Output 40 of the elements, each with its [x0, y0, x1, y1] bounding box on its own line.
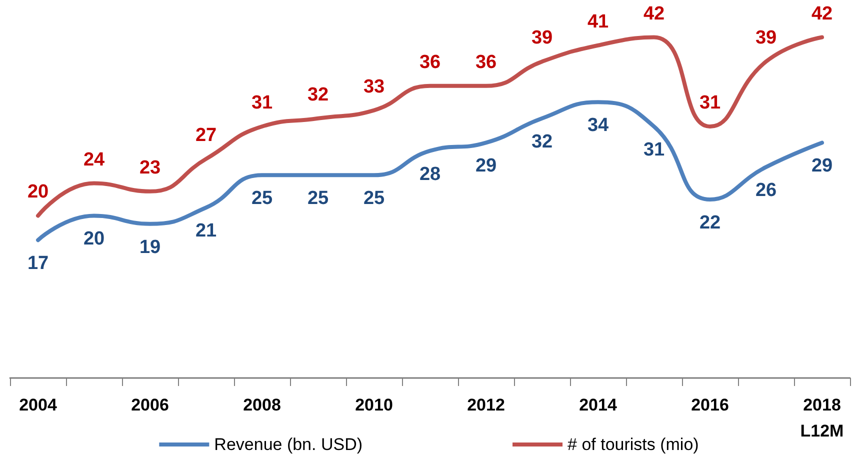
legend-label: Revenue (bn. USD) — [214, 435, 363, 454]
legend-label: # of tourists (mio) — [568, 435, 699, 454]
data-label: 25 — [363, 188, 385, 210]
data-label: 34 — [587, 115, 609, 136]
x-tick-label: 2016 — [691, 396, 729, 414]
data-label: 39 — [755, 28, 777, 49]
data-label: 29 — [475, 156, 497, 177]
x-tick-label: 2006 — [131, 396, 169, 414]
data-label: 32 — [531, 131, 553, 152]
data-label: 39 — [531, 28, 553, 49]
data-label: 25 — [251, 188, 273, 210]
data-label: 28 — [419, 164, 441, 185]
x-tick-label: 2010 — [355, 396, 393, 414]
data-label: 31 — [251, 92, 273, 114]
data-label: 42 — [643, 3, 665, 24]
data-label: 23 — [139, 157, 161, 178]
x-tick-label: 2018 L12M — [800, 396, 844, 440]
data-label: 26 — [755, 180, 777, 202]
data-label: 19 — [139, 236, 161, 258]
x-tick-label: 2014 — [579, 396, 618, 414]
data-label: 20 — [83, 228, 105, 250]
data-label: 36 — [419, 52, 441, 73]
data-label: 33 — [363, 76, 385, 98]
data-label: 27 — [195, 124, 217, 146]
data-label: 25 — [307, 188, 329, 210]
data-label: 17 — [27, 253, 49, 274]
data-label: 29 — [811, 156, 833, 177]
data-label: 20 — [27, 182, 49, 203]
data-label: 36 — [475, 52, 497, 73]
data-label: 42 — [811, 3, 833, 24]
data-label: 32 — [307, 84, 329, 106]
data-label: 21 — [195, 220, 217, 242]
x-tick-label: 2012 — [467, 396, 505, 414]
x-tick-label: 2004 — [19, 396, 58, 414]
data-label: 41 — [587, 11, 609, 32]
data-label: 31 — [643, 140, 665, 160]
data-label: 24 — [83, 149, 105, 170]
data-label: 22 — [699, 212, 721, 234]
data-label: 31 — [699, 92, 721, 114]
x-tick-label: 2008 — [243, 396, 281, 414]
